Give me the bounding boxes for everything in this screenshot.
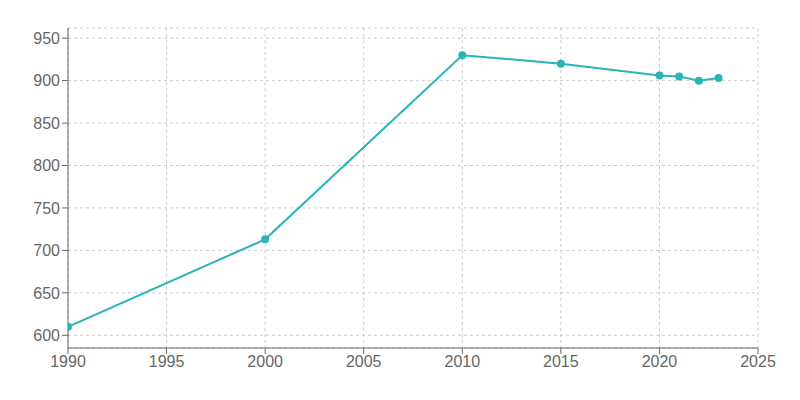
svg-text:650: 650 [33, 285, 60, 302]
svg-text:2005: 2005 [346, 353, 382, 370]
svg-text:700: 700 [33, 242, 60, 259]
svg-text:1990: 1990 [50, 353, 86, 370]
svg-text:2015: 2015 [543, 353, 579, 370]
svg-text:850: 850 [33, 115, 60, 132]
svg-text:2000: 2000 [247, 353, 283, 370]
svg-text:800: 800 [33, 157, 60, 174]
svg-text:950: 950 [33, 30, 60, 47]
svg-text:1995: 1995 [149, 353, 185, 370]
svg-text:2020: 2020 [642, 353, 678, 370]
svg-text:900: 900 [33, 72, 60, 89]
svg-text:2010: 2010 [444, 353, 480, 370]
svg-text:600: 600 [33, 327, 60, 344]
svg-text:2025: 2025 [740, 353, 776, 370]
svg-text:750: 750 [33, 200, 60, 217]
